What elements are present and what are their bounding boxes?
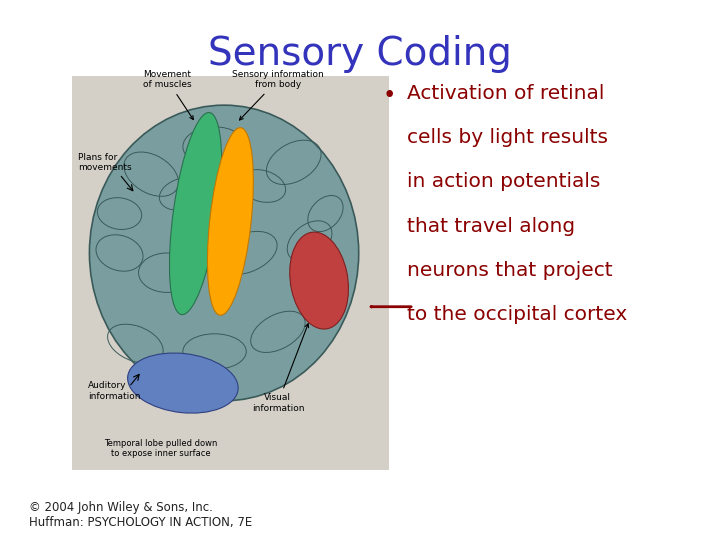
Text: Sensory Coding: Sensory Coding bbox=[208, 35, 512, 73]
Ellipse shape bbox=[89, 105, 359, 401]
Text: Plans for
movements: Plans for movements bbox=[78, 153, 132, 172]
Text: cells by light results: cells by light results bbox=[407, 128, 608, 147]
Ellipse shape bbox=[169, 112, 222, 315]
Text: to the occipital cortex: to the occipital cortex bbox=[407, 305, 627, 324]
Text: Activation of retinal: Activation of retinal bbox=[407, 84, 604, 103]
Text: in action potentials: in action potentials bbox=[407, 172, 600, 191]
Text: Sensory information
from body: Sensory information from body bbox=[232, 70, 324, 120]
Text: Visual
information: Visual information bbox=[252, 324, 309, 413]
Text: •: • bbox=[382, 84, 396, 107]
Text: © 2004 John Wiley & Sons, Inc.
Huffman: PSYCHOLOGY IN ACTION, 7E: © 2004 John Wiley & Sons, Inc. Huffman: … bbox=[29, 501, 252, 529]
FancyArrowPatch shape bbox=[371, 306, 411, 307]
Text: neurons that project: neurons that project bbox=[407, 261, 613, 280]
FancyBboxPatch shape bbox=[72, 76, 389, 470]
Text: that travel along: that travel along bbox=[407, 217, 575, 235]
Ellipse shape bbox=[289, 232, 348, 329]
Text: Auditory
information: Auditory information bbox=[88, 381, 140, 401]
Ellipse shape bbox=[207, 127, 253, 315]
Text: Movement
of muscles: Movement of muscles bbox=[143, 70, 194, 119]
Ellipse shape bbox=[127, 353, 238, 413]
Text: Temporal lobe pulled down
to expose inner surface: Temporal lobe pulled down to expose inne… bbox=[104, 438, 217, 458]
